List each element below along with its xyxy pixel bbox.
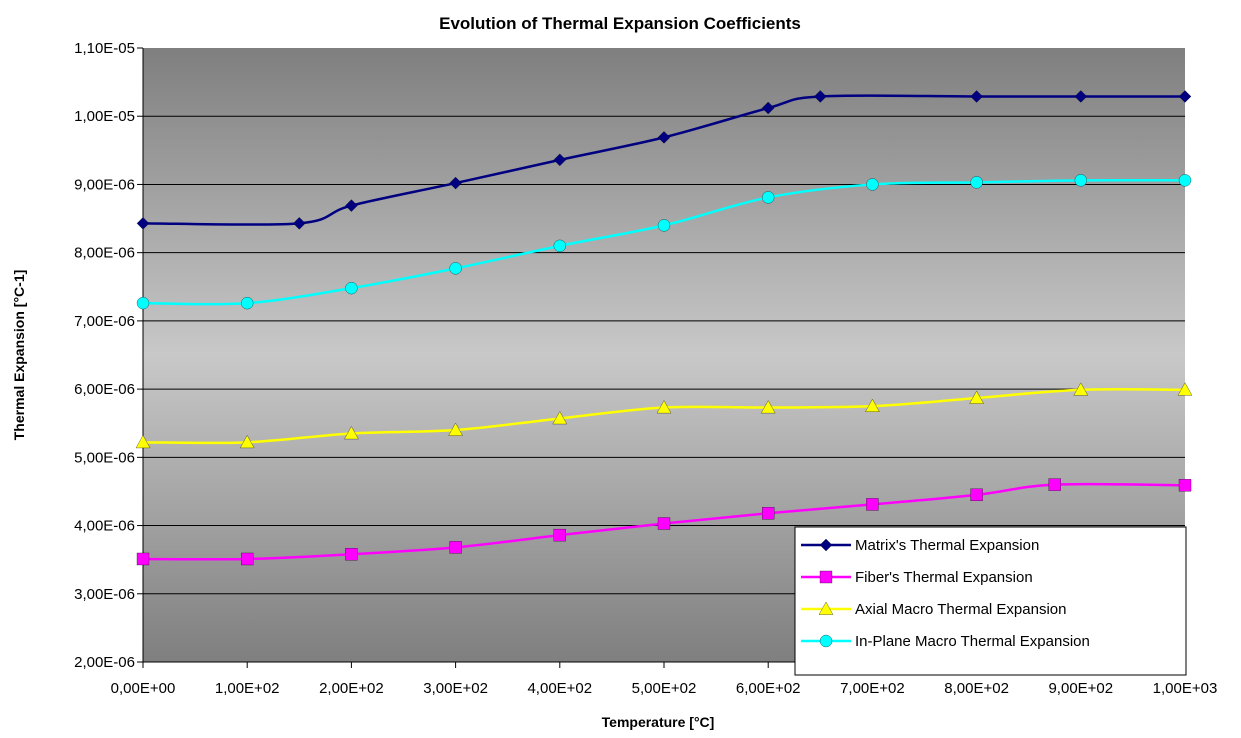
series-layer xyxy=(135,90,1193,566)
data-point xyxy=(449,262,462,275)
data-point xyxy=(1178,90,1192,103)
data-point xyxy=(345,199,358,212)
y-tick-label: 4,00E-06 xyxy=(74,518,135,535)
x-tick-label: 9,00E+02 xyxy=(1048,680,1113,697)
data-point xyxy=(449,176,462,190)
data-point xyxy=(1177,382,1193,396)
legend-marker xyxy=(819,570,833,584)
data-point xyxy=(345,281,358,295)
y-axis-label: Thermal Expansion [°C-1] xyxy=(11,270,27,441)
data-point xyxy=(345,548,358,561)
series-2 xyxy=(135,382,1193,449)
x-tick-label: 8,00E+02 xyxy=(944,680,1009,697)
data-point xyxy=(970,488,983,502)
legend-marker xyxy=(819,634,833,648)
data-point xyxy=(970,90,983,103)
data-point xyxy=(762,507,775,520)
y-tick-label: 7,00E-06 xyxy=(74,313,135,330)
legend-item: Axial Macro Thermal Expansion xyxy=(801,601,1066,618)
x-tick-label: 1,00E+02 xyxy=(215,680,280,697)
legend-label: Matrix's Thermal Expansion xyxy=(855,537,1039,554)
data-point xyxy=(1074,90,1088,103)
y-tick-label: 1,10E-05 xyxy=(74,40,135,57)
legend: Matrix's Thermal Expansion Fiber's Therma… xyxy=(794,526,1187,676)
data-point xyxy=(969,390,984,404)
data-point xyxy=(1178,479,1192,492)
data-point xyxy=(1074,174,1087,187)
legend-label: Fiber's Thermal Expansion xyxy=(855,569,1033,586)
legend-item: Fiber's Thermal Expansion xyxy=(801,569,1033,586)
x-tick-label: 4,00E+02 xyxy=(527,680,592,697)
series-1 xyxy=(136,478,1192,566)
data-point xyxy=(135,435,151,449)
x-tick-label: 3,00E+02 xyxy=(423,680,488,697)
y-tick-label: 5,00E-06 xyxy=(74,449,135,466)
data-point xyxy=(241,297,254,310)
y-tick-label: 2,00E-06 xyxy=(74,654,135,671)
data-point xyxy=(136,217,150,230)
data-point xyxy=(657,517,671,530)
data-point xyxy=(448,422,463,436)
data-point xyxy=(657,219,671,232)
series-3 xyxy=(136,174,1192,310)
data-point xyxy=(814,90,827,103)
data-point xyxy=(760,400,776,414)
x-tick-label: 7,00E+02 xyxy=(840,680,905,697)
data-point xyxy=(866,178,879,191)
series-0 xyxy=(136,90,1192,230)
chart-title: Evolution of Thermal Expansion Coefficie… xyxy=(439,14,801,33)
data-point xyxy=(344,426,359,440)
y-tick-label: 9,00E-06 xyxy=(74,176,135,193)
data-point xyxy=(449,541,462,554)
legend-marker xyxy=(819,538,833,552)
x-tick-label: 2,00E+02 xyxy=(319,680,384,697)
data-point xyxy=(239,435,255,449)
data-point xyxy=(1178,174,1192,187)
data-point xyxy=(553,239,566,252)
legend-label: In-Plane Macro Thermal Expansion xyxy=(855,633,1090,650)
data-point xyxy=(293,217,306,230)
x-tick-label: 0,00E+00 xyxy=(111,680,176,697)
data-point xyxy=(657,131,671,144)
legend-item: In-Plane Macro Thermal Expansion xyxy=(801,633,1090,650)
y-tick-label: 3,00E-06 xyxy=(74,586,135,603)
legend-item: Matrix's Thermal Expansion xyxy=(801,537,1039,554)
data-point xyxy=(761,101,775,115)
data-point xyxy=(762,191,775,204)
x-tick-label: 5,00E+02 xyxy=(632,680,697,697)
data-point xyxy=(865,398,880,412)
data-point xyxy=(553,528,566,542)
data-point xyxy=(553,153,567,167)
data-point xyxy=(136,297,150,310)
x-tick-label: 1,00E+03 xyxy=(1153,680,1218,697)
legend-marker xyxy=(818,601,834,615)
x-axis-label: Temperature [°C] xyxy=(602,714,715,730)
x-tick-label: 6,00E+02 xyxy=(736,680,801,697)
data-point xyxy=(136,552,150,566)
data-point xyxy=(970,176,983,189)
y-tick-label: 6,00E-06 xyxy=(74,381,135,398)
y-tick-label: 1,00E-05 xyxy=(74,108,135,125)
data-point xyxy=(552,411,568,425)
y-tick-label: 8,00E-06 xyxy=(74,245,135,262)
tick-labels: 2,00E-06 3,00E-06 4,00E-06 5,00E-06 6,00E-06… xyxy=(74,40,1217,697)
data-point xyxy=(241,552,254,566)
data-point xyxy=(1073,382,1089,396)
data-point xyxy=(866,498,879,511)
legend-label: Axial Macro Thermal Expansion xyxy=(855,601,1066,618)
data-point xyxy=(656,400,672,414)
legend-box xyxy=(794,526,1187,676)
data-point xyxy=(1048,478,1061,491)
